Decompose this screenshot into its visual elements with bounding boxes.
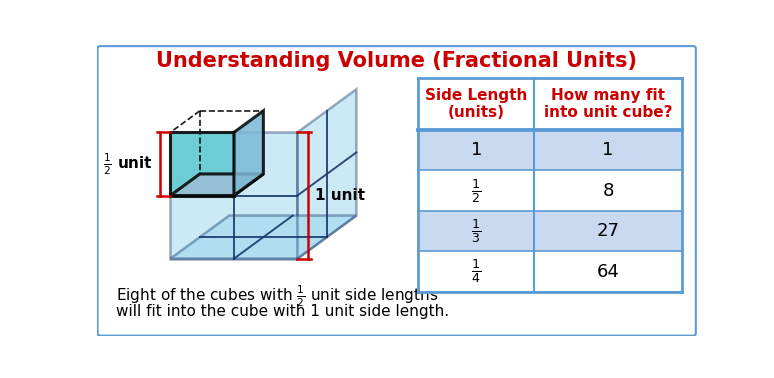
FancyBboxPatch shape: [98, 46, 696, 336]
Polygon shape: [170, 174, 263, 195]
Text: Eight of the cubes with $\frac{1}{2}$ unit side lengths: Eight of the cubes with $\frac{1}{2}$ un…: [116, 284, 439, 309]
Polygon shape: [297, 89, 356, 259]
Text: Understanding Volume (Fractional Units): Understanding Volume (Fractional Units): [156, 51, 637, 71]
Text: 1 unit: 1 unit: [314, 188, 365, 203]
Text: 1: 1: [602, 141, 614, 159]
Text: $\frac{1}{2}$ unit: $\frac{1}{2}$ unit: [104, 151, 153, 177]
Polygon shape: [170, 132, 297, 259]
Polygon shape: [170, 215, 356, 259]
Text: 1: 1: [471, 141, 482, 159]
Text: 27: 27: [597, 222, 620, 240]
Text: How many fit
into unit cube?: How many fit into unit cube?: [544, 88, 673, 120]
Text: 64: 64: [597, 263, 619, 280]
Text: Side Length
(units): Side Length (units): [425, 88, 528, 120]
Bar: [419, 170, 682, 211]
Bar: [419, 211, 682, 251]
Bar: [419, 251, 682, 292]
Text: $\frac{1}{4}$: $\frac{1}{4}$: [471, 258, 481, 285]
Polygon shape: [234, 111, 263, 195]
Text: $\frac{1}{2}$: $\frac{1}{2}$: [471, 177, 481, 204]
Bar: [419, 78, 682, 292]
Text: will fit into the cube with 1 unit side length.: will fit into the cube with 1 unit side …: [116, 304, 449, 319]
Bar: [419, 130, 682, 170]
Text: 8: 8: [602, 182, 614, 200]
Polygon shape: [170, 132, 234, 195]
Text: $\frac{1}{3}$: $\frac{1}{3}$: [471, 217, 481, 245]
